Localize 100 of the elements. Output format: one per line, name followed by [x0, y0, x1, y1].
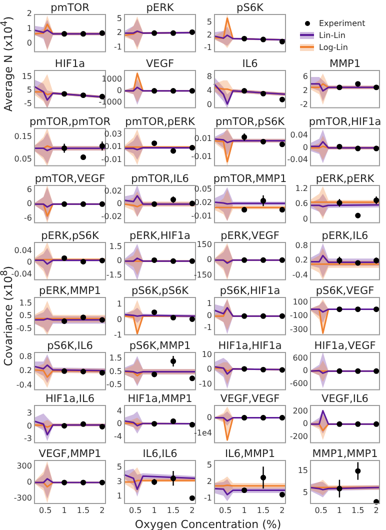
y-tick-label: -10 [198, 379, 212, 388]
chart-title: MMP1 [329, 58, 361, 70]
y-tick-label: -1000 [98, 97, 122, 106]
point [189, 376, 196, 382]
y-tick-label: 8 [206, 72, 212, 82]
chart-title: HIF1a,HIF1a [218, 340, 282, 352]
chart-title: HIF1a,IL6 [45, 393, 95, 405]
x-tick-label: 1 [152, 506, 157, 515]
chart-title: HIF1a [54, 58, 86, 70]
y-tick-label: 5 [26, 86, 32, 95]
y-tick-label: 0.04 [14, 246, 32, 255]
y-tick-label: 0.04 [290, 130, 308, 140]
y-tick-label: 200 [292, 406, 308, 416]
legend-label: Lin-Lin [319, 30, 346, 40]
y-tick-label: 0 [26, 38, 32, 48]
chart-title: pERK,MMP1 [39, 285, 101, 297]
y-tick-label: 4 [206, 86, 212, 95]
chart-title: MMP1,MMP1 [312, 448, 378, 460]
chart-title: pmTOR,pERK [125, 116, 196, 128]
point [189, 316, 196, 322]
y-tick-label: -300 [290, 324, 308, 334]
chart-title: pmTOR,HIF1a [308, 116, 382, 128]
y-tick-label: -1 [114, 42, 122, 52]
y-tick-label: 0.5 [19, 311, 32, 320]
point [260, 138, 266, 144]
chart-title: IL6 [242, 58, 258, 70]
chart-title: HIF1a,VEGF [314, 340, 376, 352]
y-tick-label: 5 [116, 14, 122, 23]
y-tick-label: 1.5 [19, 298, 32, 308]
chart-title: pS6K,VEGF [316, 285, 374, 297]
x-tick-label: 1 [242, 506, 247, 515]
y-tick-label: 0 [116, 315, 122, 324]
x-tick-label: 0.5 [219, 506, 232, 515]
y-tick-label: 1 [26, 24, 32, 33]
y-tick-label: 0.15 [14, 132, 32, 142]
legend-label: Experiment [319, 18, 366, 28]
x-tick-label: 0.5 [314, 506, 328, 515]
y-tick-label: 0 [206, 100, 212, 109]
y-tick-label: -1 [114, 330, 122, 340]
chart-title: pmTOR,MMP1 [213, 173, 287, 185]
x-tick-label: 1.5 [256, 506, 270, 515]
chart-title: pERK,VEGF [220, 230, 280, 242]
x-tick-label: 1.5 [166, 506, 180, 515]
chart-title: HIF1a,MMP1 [128, 393, 192, 405]
x-tick-label: 1.5 [352, 506, 364, 515]
y-tick-label: -0.04 [287, 155, 308, 164]
chart-title: VEGF,MMP1 [38, 448, 102, 460]
point [242, 88, 248, 94]
y-tick-label: 0.8 [295, 240, 308, 250]
chart-title: VEGF,IL6 [322, 393, 369, 405]
y-tick-label: 0.05 [194, 184, 212, 194]
y-tick-label: 15 [298, 466, 308, 476]
y-tick-label: 0 [302, 419, 308, 428]
y-tick-label: 0.03 [104, 129, 122, 138]
y-tick-label: 0.2 [19, 366, 32, 376]
point [279, 142, 286, 148]
chart-title: pS6K [236, 2, 265, 14]
y-tick-label: -100 [290, 311, 308, 320]
y-tick-label: 0 [116, 86, 122, 95]
y-tick-label: 5 [206, 18, 212, 27]
chart-title: VEGF,VEGF [220, 393, 280, 405]
y-tick-label: -0.5 [106, 380, 122, 390]
x-tick-label: 2 [374, 506, 379, 515]
x-axis-title: Oxygen Concentration (%) [134, 518, 282, 530]
point [170, 148, 176, 154]
chart-title: IL6,MMP1 [224, 448, 276, 460]
y-tick-label: 600 [292, 353, 308, 362]
point [152, 372, 158, 378]
y-tick-label: 0 [116, 199, 122, 208]
point [152, 309, 158, 316]
y-tick-label: 2 [116, 28, 122, 38]
y-tick-label: 0.5 [109, 366, 122, 376]
chart-title: pmTOR [50, 2, 90, 14]
y-tick-label: 0 [206, 364, 212, 374]
y-tick-label: 0.6 [295, 199, 308, 208]
chart-title: pmTOR,pS6K [215, 116, 286, 128]
point [189, 495, 196, 501]
y-tick-label: 2 [206, 477, 212, 486]
y-tick-label: -0.5 [16, 324, 32, 333]
y-tick-label: 3 [26, 408, 32, 418]
y-tick-label: -1e4 [194, 428, 212, 438]
y-tick-label: 1.5 [109, 354, 122, 363]
chart-title: pS6K,IL6 [47, 340, 94, 352]
y-tick-label: 1.2 [295, 184, 308, 193]
y-tick-label: 1 [206, 299, 212, 308]
y-tick-label: -2 [300, 100, 308, 109]
chart-title: pmTOR,IL6 [131, 173, 190, 185]
y-tick-label: -4 [114, 432, 122, 441]
y-tick-label: -6 [24, 214, 32, 223]
y-tick-label: 5 [302, 488, 308, 498]
y-tick-label: 0 [26, 258, 32, 267]
y-tick-label: 6 [302, 72, 308, 82]
y-tick-label: 0 [302, 214, 308, 224]
y-tick-label: 0.2 [295, 256, 308, 265]
y-tick-label: 300 [16, 462, 32, 471]
y-tick-label: 0.01 [194, 134, 212, 143]
y-tick-label: 1 [116, 300, 122, 309]
y-tick-label: 0 [206, 311, 212, 320]
y-tick-label: 0 [26, 421, 32, 430]
chart-title: pS6K,pS6K [131, 285, 190, 297]
